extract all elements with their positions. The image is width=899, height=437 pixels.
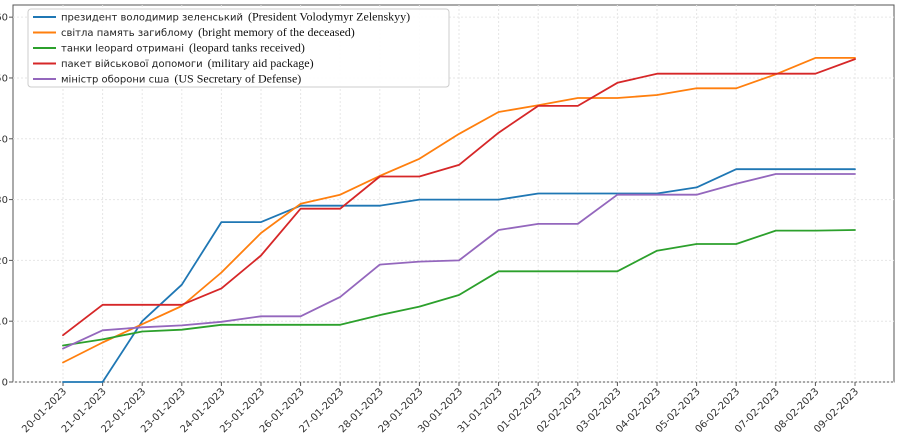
legend-translation-0: (President Volodymyr Zelenskyy) [248,10,410,24]
y-tick-label: 10 [0,317,8,328]
legend: президент володимир зеленський (President… [27,8,450,88]
legend-label-0: президент володимир зеленський [61,13,243,24]
y-tick-label: 0 [2,378,8,389]
x-axis: 20-01-202321-01-202322-01-202323-01-2023… [20,382,861,435]
legend-translation-3: (military aid package) [208,56,314,70]
series-line-2 [62,229,856,347]
legend-label-3: пакет військової допомоги [61,58,203,70]
y-tick-label: 60 [0,13,8,24]
y-tick-label: 20 [0,256,8,267]
series-lines [62,57,856,383]
legend-label-1: світла память загиблому [61,27,193,39]
legend-translation-1: (bright memory of the deceased) [198,25,355,39]
legend-translation-2: (leopard tanks received) [189,41,305,55]
series-line-3 [62,58,856,337]
legend-translation-4: (US Secretary of Defense) [174,72,301,86]
series-line-1 [62,57,856,364]
legend-label-4: міністр оборони сша [61,74,169,86]
series-line-0 [62,168,856,383]
y-axis: 0 10 20 30 40 50 60 [0,13,13,389]
legend-box [27,8,450,88]
y-tick-label: 50 [0,73,8,84]
series-line-4 [62,173,856,350]
y-tick-label: 40 [0,134,8,145]
y-tick-label: 30 [0,195,8,206]
legend-label-2: танки leopard отримані [61,43,184,55]
